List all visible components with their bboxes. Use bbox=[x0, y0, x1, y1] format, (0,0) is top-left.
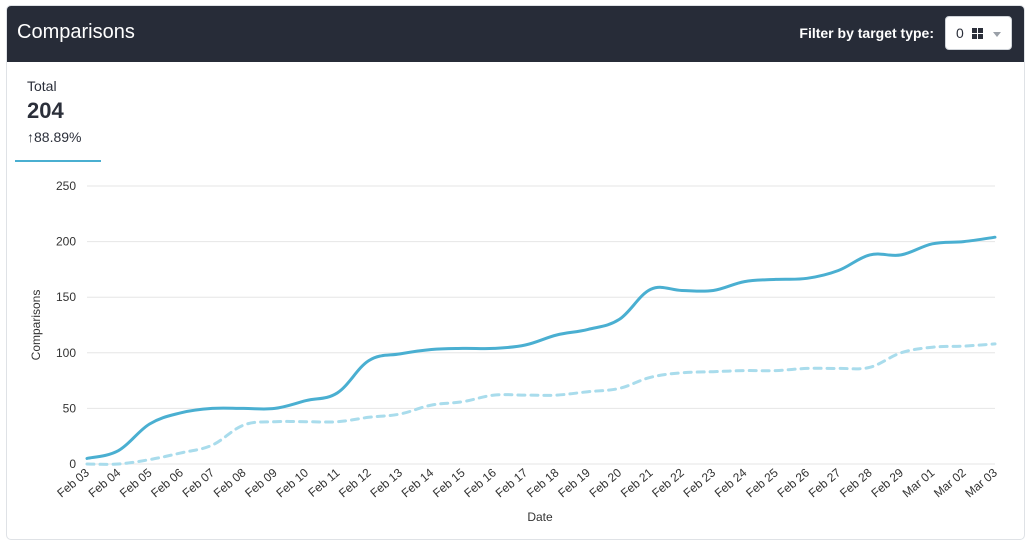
y-tick-label: 100 bbox=[56, 346, 76, 360]
y-tick-label: 200 bbox=[56, 235, 76, 249]
x-tick-label: Feb 06 bbox=[148, 465, 186, 500]
x-axis-label: Date bbox=[527, 510, 553, 524]
x-tick-label: Feb 18 bbox=[524, 465, 562, 500]
total-change: ↑88.89% bbox=[27, 129, 82, 145]
x-tick-label: Feb 07 bbox=[180, 465, 218, 500]
x-tick-label: Feb 25 bbox=[743, 465, 781, 500]
x-tick-label: Feb 14 bbox=[399, 465, 437, 500]
total-summary-tab[interactable]: Total 204 ↑88.89% bbox=[15, 74, 101, 162]
y-axis-label: Comparisons bbox=[29, 290, 43, 361]
x-tick-label: Mar 02 bbox=[931, 465, 969, 500]
x-tick-label: Feb 27 bbox=[806, 465, 844, 500]
total-value: 204 bbox=[27, 98, 64, 123]
y-tick-label: 250 bbox=[56, 179, 76, 193]
filter-selected-value: 0 bbox=[956, 25, 964, 41]
x-tick-label: Feb 20 bbox=[587, 465, 625, 500]
x-tick-label: Feb 26 bbox=[774, 465, 812, 500]
x-tick-label: Feb 04 bbox=[86, 465, 124, 500]
x-tick-label: Feb 19 bbox=[555, 465, 593, 500]
x-tick-label: Feb 23 bbox=[681, 465, 719, 500]
x-tick-label: Feb 12 bbox=[336, 465, 374, 500]
x-tick-label: Feb 05 bbox=[117, 465, 155, 500]
x-tick-label: Feb 10 bbox=[273, 465, 311, 500]
x-tick-label: Feb 15 bbox=[430, 465, 468, 500]
series-line-secondary bbox=[85, 342, 997, 466]
x-tick-label: Feb 16 bbox=[461, 465, 499, 500]
x-tick-label: Feb 29 bbox=[868, 465, 906, 500]
y-tick-label: 50 bbox=[63, 401, 77, 415]
series-line-primary bbox=[85, 235, 997, 460]
x-tick-label: Feb 11 bbox=[305, 465, 342, 499]
card-title: Comparisons bbox=[17, 21, 135, 43]
x-tick-label: Feb 21 bbox=[618, 465, 656, 500]
x-tick-label: Feb 17 bbox=[493, 465, 531, 500]
x-tick-label: Feb 08 bbox=[211, 465, 249, 500]
comparisons-card: Comparisons Filter by target type: 0 Tot… bbox=[6, 5, 1025, 540]
x-tick-label: Mar 01 bbox=[900, 465, 938, 500]
x-tick-label: Feb 28 bbox=[837, 465, 875, 500]
x-tick-label: Feb 24 bbox=[712, 465, 750, 500]
filter-label: Filter by target type: bbox=[799, 25, 934, 41]
x-tick-label: Feb 09 bbox=[242, 465, 280, 500]
y-tick-label: 0 bbox=[69, 457, 76, 471]
x-tick-label: Mar 03 bbox=[962, 465, 1000, 500]
y-tick-label: 150 bbox=[56, 290, 76, 304]
target-type-filter-select[interactable]: 0 bbox=[945, 16, 1012, 50]
grid-icon bbox=[972, 28, 984, 40]
card-header: Comparisons Filter by target type: 0 bbox=[7, 6, 1024, 62]
x-tick-label: Feb 13 bbox=[367, 465, 405, 500]
chevron-down-icon bbox=[993, 32, 1001, 37]
x-tick-label: Feb 22 bbox=[649, 465, 687, 500]
total-label: Total bbox=[27, 78, 57, 94]
